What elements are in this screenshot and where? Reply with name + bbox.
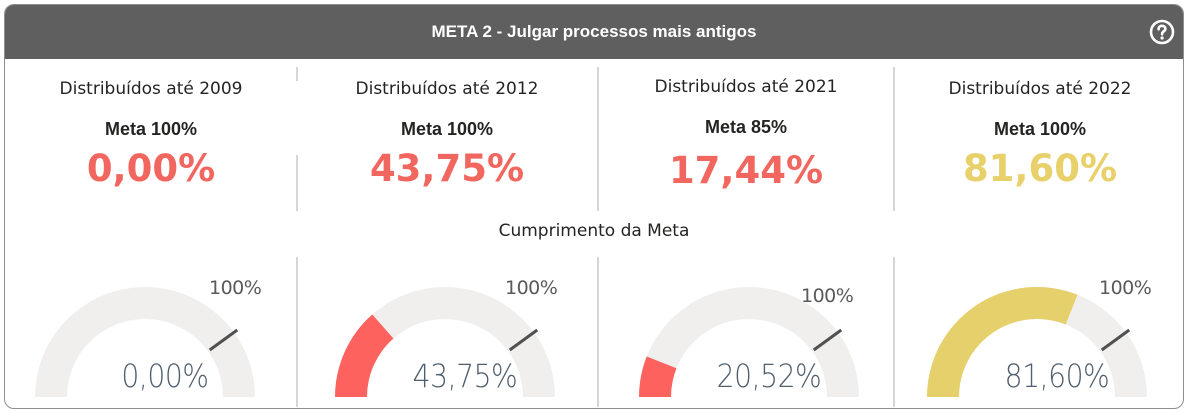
card-title: META 2 - Julgar processos mais antigos xyxy=(431,22,757,41)
card-header: META 2 - Julgar processos mais antigos xyxy=(5,5,1183,59)
gauge-target-marker xyxy=(812,328,843,352)
kpi-card-2009: Distribuídos até 2009 Meta 100% 0,00% xyxy=(5,59,297,229)
kpi-value: 0,00% xyxy=(86,147,216,190)
divider xyxy=(893,257,895,407)
gauge-max-label: 100% xyxy=(801,285,854,307)
gauge-chart xyxy=(927,286,1147,397)
gauge-max-label: 100% xyxy=(505,277,558,299)
gauge-chart xyxy=(639,287,859,397)
gauge-value: 20,52% xyxy=(716,357,822,395)
divider xyxy=(893,67,895,211)
kpi-meta: Meta 100% xyxy=(104,119,198,139)
kpi-card-2012: Distribuídos até 2012 Meta 100% 43,75% xyxy=(297,59,597,229)
kpi-title: Distribuídos até 2022 xyxy=(948,79,1132,99)
kpi-value: 17,44% xyxy=(668,149,824,192)
section-subtitle: Cumprimento da Meta xyxy=(498,221,690,241)
kpi-value: 81,60% xyxy=(962,147,1118,190)
gauge-max-label: 100% xyxy=(1099,277,1152,299)
gauge-track xyxy=(35,287,255,397)
gauge-target-marker xyxy=(508,328,539,352)
gauge-track xyxy=(639,287,859,397)
kpi-meta: Meta 100% xyxy=(400,119,494,139)
gauge-track xyxy=(335,287,555,397)
divider xyxy=(296,155,298,211)
kpi-meta: Meta 85% xyxy=(704,117,788,137)
gauge-target-marker xyxy=(1100,328,1131,352)
gauge-fill xyxy=(639,356,677,397)
kpi-card-2022: Distribuídos até 2022 Meta 100% 81,60% xyxy=(895,59,1183,229)
kpi-title: Distribuídos até 2012 xyxy=(355,79,539,99)
gauge-chart xyxy=(335,287,555,397)
divider xyxy=(597,67,599,211)
gauge-fill xyxy=(927,286,1078,397)
divider xyxy=(296,67,298,81)
gauge-2021: 100% 20,52% xyxy=(639,261,899,406)
divider xyxy=(597,257,599,407)
question-circle-icon[interactable] xyxy=(1149,19,1175,45)
gauge-2022: 100% 81,60% xyxy=(927,261,1183,406)
gauge-2009: 100% 0,00% xyxy=(35,261,295,406)
gauge-value: 43,75% xyxy=(412,357,518,395)
kpi-meta: Meta 100% xyxy=(993,119,1087,139)
gauge-chart xyxy=(35,287,255,397)
gauge-value: 81,60% xyxy=(1004,357,1110,395)
kpi-title: Distribuídos até 2009 xyxy=(59,79,243,99)
gauge-2012: 100% 43,75% xyxy=(335,261,595,406)
gauge-fill xyxy=(335,314,394,397)
gauge-max-label: 100% xyxy=(209,277,262,299)
kpi-value: 43,75% xyxy=(369,147,525,190)
meta2-card: META 2 - Julgar processos mais antigos D… xyxy=(4,4,1184,409)
gauge-target-marker xyxy=(208,328,239,352)
kpi-title: Distribuídos até 2021 xyxy=(654,77,838,97)
gauge-value: 0,00% xyxy=(121,357,209,395)
divider xyxy=(296,257,298,407)
kpi-card-2021: Distribuídos até 2021 Meta 85% 17,44% xyxy=(599,59,893,229)
